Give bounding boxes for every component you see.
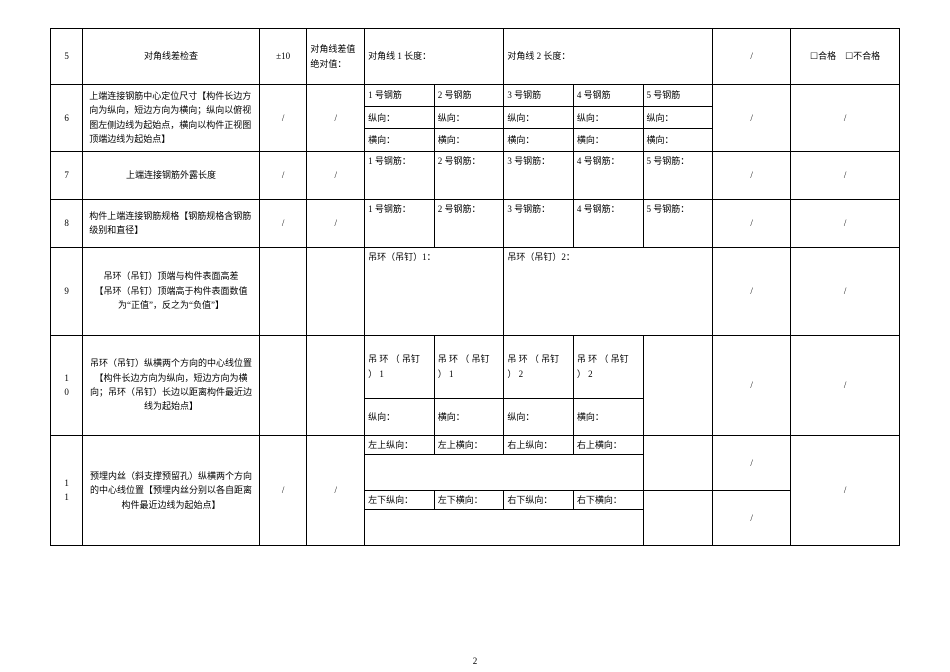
slash: / — [307, 85, 365, 152]
cell: 2 号钢筋： — [434, 151, 504, 199]
blank — [643, 335, 713, 435]
cell: 4 号钢筋： — [573, 151, 643, 199]
row-num: 1 0 — [51, 335, 83, 435]
cell: 右下纵向： — [504, 490, 574, 509]
row-desc: 预埋内丝（斜支撑预留孔）纵横两个方向的中心线位置【预埋内丝分别以各自距离构件最近… — [83, 435, 260, 546]
cell: 横向： — [504, 129, 574, 151]
row-desc: 上端连接钢筋中心定位尺寸【构件长边方向为纵向，短边方向为横向；纵向以俯视图左侧边… — [83, 85, 260, 152]
cell: 纵向： — [643, 107, 713, 129]
tolerance — [259, 335, 307, 435]
slash — [307, 335, 365, 435]
cell: 横向： — [573, 129, 643, 151]
cell: 吊 环 （ 吊钉 ） 2 — [504, 335, 574, 399]
cell: 横向： — [643, 129, 713, 151]
cell: 5 号钢筋： — [643, 151, 713, 199]
diag2: 对角线 2 长度： — [504, 29, 713, 85]
row-desc: 对角线差检查 — [83, 29, 260, 85]
ring1: 吊环（吊钉）1： — [365, 247, 504, 335]
slash: / — [713, 151, 791, 199]
slash: / — [713, 335, 791, 435]
slash — [307, 247, 365, 335]
cell: 纵向： — [504, 107, 574, 129]
cell: 右上横向： — [573, 435, 643, 454]
cell: 1 号钢筋： — [365, 151, 435, 199]
inspection-table: 5 对角线差检查 ±10 对角线差值绝对值： 对角线 1 长度： 对角线 2 长… — [50, 28, 900, 546]
blank — [365, 454, 643, 490]
cell: 左上纵向： — [365, 435, 435, 454]
cell: 5 号钢筋 — [643, 85, 713, 107]
tolerance: ±10 — [259, 29, 307, 85]
result: / — [791, 435, 900, 546]
cell: 3 号钢筋： — [504, 199, 574, 247]
cell: 横向： — [365, 129, 435, 151]
result: / — [791, 335, 900, 435]
cell: 纵向： — [365, 399, 435, 435]
cell: 吊 环 （ 吊钉 ） 2 — [573, 335, 643, 399]
cell: 2 号钢筋 — [434, 85, 504, 107]
cell: 纵向： — [504, 399, 574, 435]
row-desc: 上端连接钢筋外露长度 — [83, 151, 260, 199]
slash: / — [307, 435, 365, 546]
cell: 左上横向： — [434, 435, 504, 454]
tolerance: / — [259, 199, 307, 247]
row-num: 6 — [51, 85, 83, 152]
cell: 4 号钢筋 — [573, 85, 643, 107]
tolerance: / — [259, 435, 307, 546]
slash: / — [713, 29, 791, 85]
cell: 吊 环 （ 吊钉 ） 1 — [365, 335, 435, 399]
slash: / — [307, 151, 365, 199]
slash: / — [713, 247, 791, 335]
cell: 5 号钢筋： — [643, 199, 713, 247]
slash: / — [713, 490, 791, 545]
row-num: 5 — [51, 29, 83, 85]
cell: 1 号钢筋： — [365, 199, 435, 247]
row-desc: 吊环（吊钉）顶端与构件表面高差 【吊环（吊钉）顶端高于构件表面数值为“正值”，反… — [83, 247, 260, 335]
cell: 左下纵向： — [365, 490, 435, 509]
slash: / — [307, 199, 365, 247]
tolerance — [259, 247, 307, 335]
result: / — [791, 85, 900, 152]
cell: 吊 环 （ 吊钉 ） 1 — [434, 335, 504, 399]
cell: 3 号钢筋 — [504, 85, 574, 107]
row-desc: 构件上端连接钢筋规格【钢筋规格含钢筋级别和直径】 — [83, 199, 260, 247]
cell: 2 号钢筋： — [434, 199, 504, 247]
tolerance: / — [259, 151, 307, 199]
result: ☐合格 ☐不合格 — [791, 29, 900, 85]
cell: 纵向： — [434, 107, 504, 129]
cell: 1 号钢筋 — [365, 85, 435, 107]
cell: 4 号钢筋： — [573, 199, 643, 247]
diag1: 对角线 1 长度： — [365, 29, 504, 85]
cell: 横向： — [434, 129, 504, 151]
row-num: 1 1 — [51, 435, 83, 546]
cell: 纵向： — [365, 107, 435, 129]
cell: 横向： — [434, 399, 504, 435]
slash: / — [713, 435, 791, 490]
result: / — [791, 199, 900, 247]
ring2: 吊环（吊钉）2： — [504, 247, 713, 335]
cell: 横向： — [573, 399, 643, 435]
row-desc: 吊环（吊钉）纵横两个方向的中心线位置 【构件长边方向为纵向，短边方向为横向；吊环… — [83, 335, 260, 435]
page-number: 2 — [0, 656, 950, 666]
blank — [365, 510, 643, 546]
slash: / — [713, 85, 791, 152]
cell: 右上纵向： — [504, 435, 574, 454]
cell: 3 号钢筋： — [504, 151, 574, 199]
slash: / — [713, 199, 791, 247]
abs-label: 对角线差值绝对值： — [307, 29, 365, 85]
result: / — [791, 247, 900, 335]
cell: 纵向： — [573, 107, 643, 129]
cell: 左下横向： — [434, 490, 504, 509]
cell: 右下横向： — [573, 490, 643, 509]
blank — [643, 435, 713, 490]
tolerance: / — [259, 85, 307, 152]
row-num: 7 — [51, 151, 83, 199]
row-num: 9 — [51, 247, 83, 335]
result: / — [791, 151, 900, 199]
row-num: 8 — [51, 199, 83, 247]
blank — [643, 490, 713, 545]
